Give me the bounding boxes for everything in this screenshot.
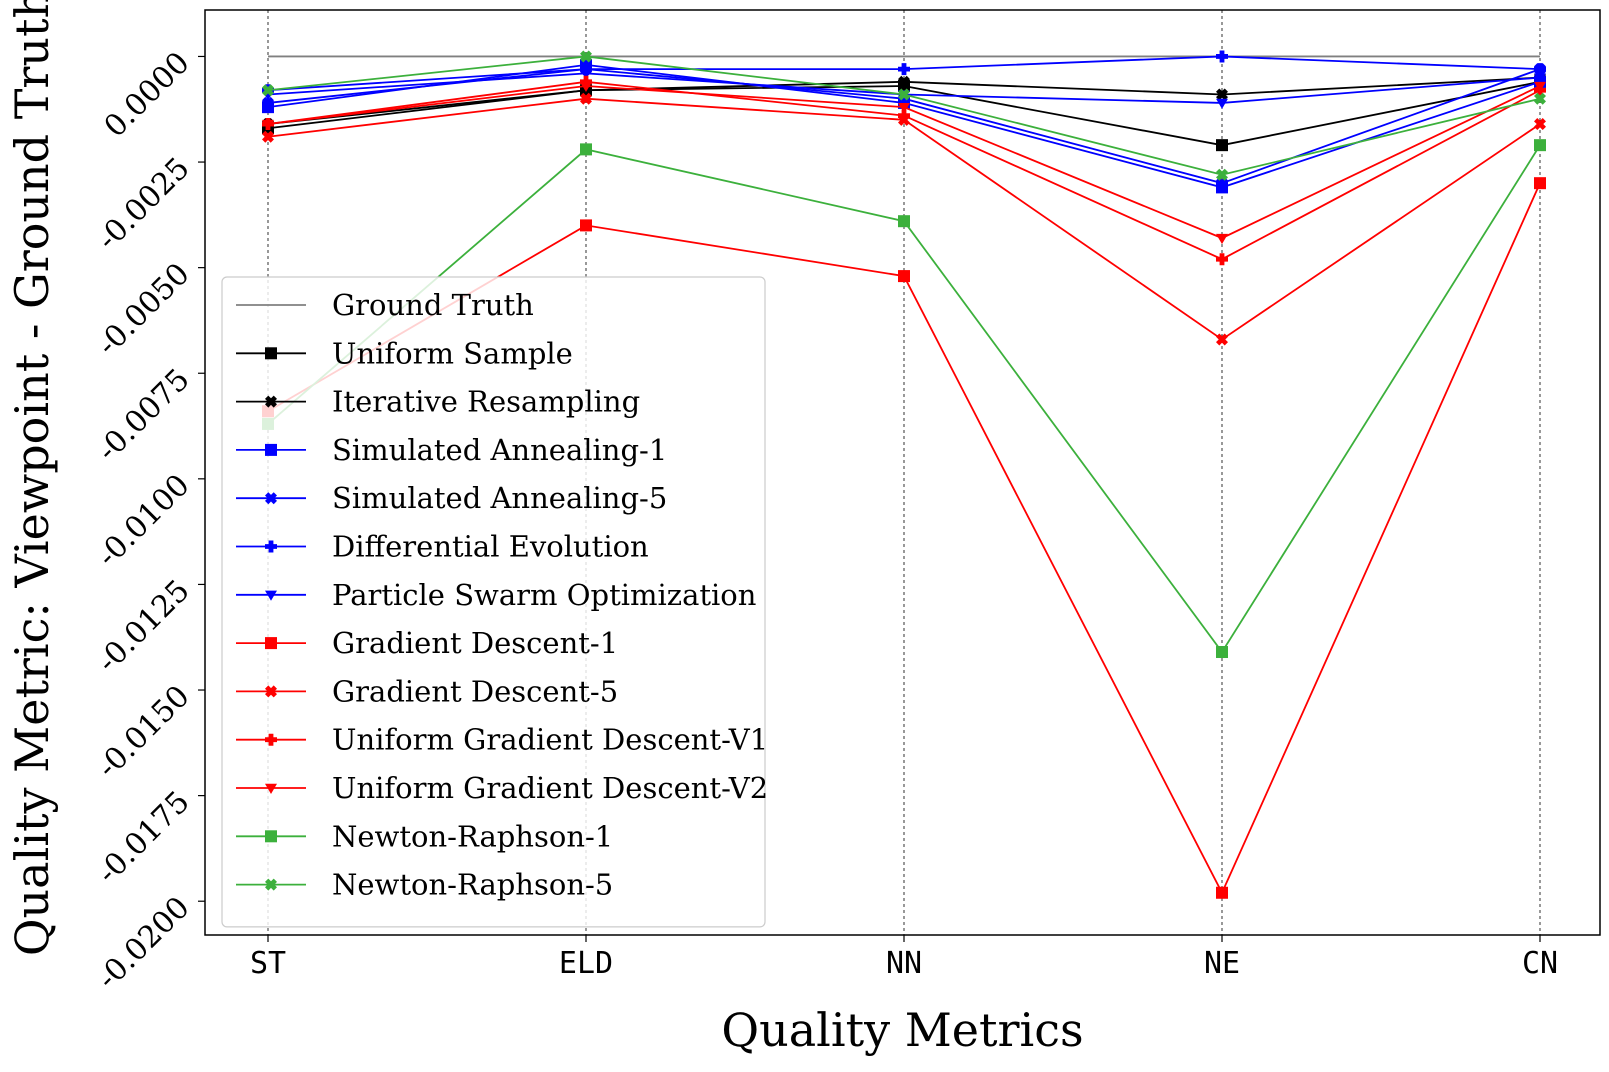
data-point	[1216, 168, 1228, 181]
legend-entry-newton-raphson-1: Newton-Raphson-1	[236, 819, 613, 853]
data-point	[580, 143, 592, 156]
legend-label: Particle Swarm Optimization	[332, 578, 756, 612]
data-point	[1534, 63, 1546, 76]
data-point	[898, 109, 910, 122]
data-point	[1216, 88, 1228, 101]
legend-entry-differential-evolution: Differential Evolution	[236, 530, 649, 564]
y-axis-label: Quality Metric: Viewpoint - Ground Truth	[5, 0, 59, 956]
x-tick-label: NE	[1204, 946, 1240, 981]
data-point	[580, 81, 592, 93]
data-point	[262, 119, 274, 131]
legend-label: Gradient Descent-5	[332, 674, 618, 708]
legend-marker	[265, 443, 277, 456]
legend-marker	[265, 395, 277, 408]
series-newton-raphson-5	[262, 50, 1546, 181]
data-point	[1216, 139, 1228, 152]
legend-marker	[265, 830, 277, 843]
data-point	[580, 92, 592, 105]
legend-marker	[265, 590, 277, 601]
data-point	[1216, 646, 1228, 659]
legend-marker	[265, 783, 277, 794]
data-point	[898, 270, 910, 283]
data-point	[580, 50, 592, 63]
data-point	[262, 96, 274, 109]
data-point	[898, 75, 910, 88]
legend-entry-gradient-descent-5: Gradient Descent-5	[236, 674, 618, 708]
data-point	[262, 84, 274, 97]
data-point	[580, 69, 592, 80]
x-tick-label: NN	[886, 946, 922, 981]
data-point	[580, 63, 592, 76]
legend-entry-uniform-gradient-descent-v1: Uniform Gradient Descent-V1	[236, 723, 768, 757]
data-point	[1216, 333, 1228, 346]
series-newton-raphson-1	[262, 139, 1546, 659]
data-point	[580, 75, 592, 88]
legend-label: Simulated Annealing-5	[332, 481, 667, 515]
legend-marker	[265, 733, 277, 746]
legend-entry-uniform-sample: Uniform Sample	[236, 336, 573, 370]
legend-entry-gradient-descent-1: Gradient Descent-1	[236, 626, 618, 660]
legend-entry-ground-truth: Ground Truth	[236, 288, 534, 322]
series-uniform-gradient-descent-v2	[262, 81, 1546, 245]
data-point	[1216, 253, 1228, 266]
legend-label: Ground Truth	[332, 288, 534, 322]
legend-label: Newton-Raphson-1	[332, 819, 613, 853]
legend-label: Iterative Resampling	[332, 385, 640, 419]
data-point	[580, 219, 592, 232]
legend-marker	[265, 637, 277, 650]
x-axis-label: Quality Metrics	[721, 1003, 1083, 1057]
x-tick-label: ELD	[559, 946, 613, 981]
x-tick-label: ST	[250, 946, 286, 981]
legend-label: Uniform Sample	[332, 336, 573, 370]
data-point	[1534, 73, 1546, 84]
data-point	[898, 102, 910, 114]
data-point	[1534, 118, 1546, 131]
legend-entry-particle-swarm-optimization: Particle Swarm Optimization	[236, 578, 756, 612]
data-point	[1216, 50, 1228, 63]
data-point	[262, 130, 274, 143]
data-point	[898, 63, 910, 76]
legend: Ground Truth Uniform Sample Iterative Resa…	[221, 276, 768, 928]
legend-label: Simulated Annealing-1	[332, 433, 667, 467]
legend-label: Gradient Descent-1	[332, 626, 618, 660]
legend-entry-uniform-gradient-descent-v2: Uniform Gradient Descent-V2	[236, 771, 768, 805]
data-point	[1534, 81, 1546, 93]
legend-entry-simulated-annealing-5: Simulated Annealing-5	[236, 481, 667, 515]
legend-entry-newton-raphson-5: Newton-Raphson-5	[236, 868, 613, 902]
legend-marker	[265, 540, 277, 553]
legend-marker	[265, 492, 277, 505]
legend-marker	[265, 878, 277, 891]
x-tick-label: CN	[1522, 946, 1558, 981]
legend-label: Newton-Raphson-5	[332, 868, 613, 902]
legend-entry-iterative-resampling: Iterative Resampling	[236, 385, 640, 419]
legend-marker	[265, 685, 277, 698]
legend-label: Uniform Gradient Descent-V2	[332, 771, 768, 805]
data-point	[898, 215, 910, 228]
data-point	[898, 88, 910, 101]
data-point	[1216, 233, 1228, 245]
plot-frame	[204, 9, 1601, 936]
legend-label: Differential Evolution	[332, 530, 649, 564]
x-tick-layer: ST ELD NN NE CN	[250, 935, 1558, 981]
data-point	[1534, 139, 1546, 152]
data-point	[1216, 886, 1228, 899]
data-point	[1216, 98, 1228, 109]
legend-box	[221, 276, 766, 928]
legend-marker	[265, 347, 277, 360]
legend-entry-simulated-annealing-1: Simulated Annealing-1	[236, 433, 667, 467]
legend-label: Uniform Gradient Descent-V1	[332, 723, 768, 757]
data-point	[1534, 92, 1546, 105]
data-point	[1534, 177, 1546, 190]
